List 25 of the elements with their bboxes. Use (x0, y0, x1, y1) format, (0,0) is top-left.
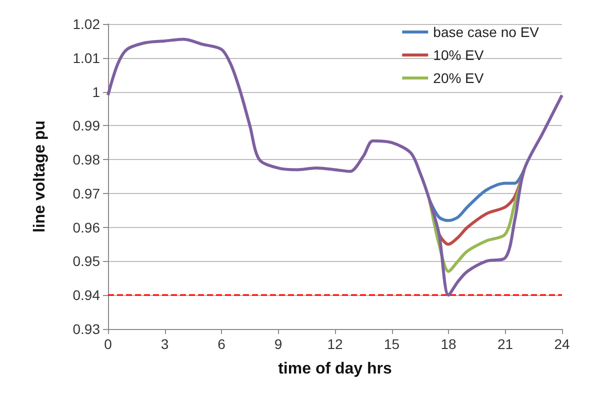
y-tick-label: 0.95 (72, 253, 100, 270)
x-tick-label: 9 (274, 336, 282, 352)
legend-label: base case no EV (433, 24, 540, 40)
y-tick-label: 0.96 (72, 219, 100, 236)
legend-label: 20% EV (433, 70, 484, 86)
y-tick-label: 0.98 (72, 152, 100, 168)
y-tick-label: 1 (92, 84, 100, 100)
y-tick-label: 1.01 (72, 50, 100, 66)
x-tick-label: 12 (327, 336, 343, 352)
x-tick-label: 3 (160, 336, 169, 352)
x-axis-title: time of day hrs (278, 360, 392, 378)
y-tick-label: 1.02 (72, 16, 100, 32)
y-tick-label: 0.97 (72, 185, 100, 202)
x-tick-label: 21 (497, 336, 514, 352)
y-tick-label: 0.94 (72, 287, 100, 304)
y-tick-label: 0.93 (72, 321, 100, 337)
y-tick-label: 0.99 (72, 118, 100, 134)
line-series (106, 38, 564, 297)
x-tick-label: 24 (554, 336, 570, 352)
x-tick-label: 18 (440, 336, 456, 352)
y-axis-title: line voltage pu (32, 120, 48, 233)
x-tick-label: 0 (104, 336, 112, 352)
x-tick-label: 6 (218, 336, 226, 352)
legend-label: 10% EV (433, 47, 484, 63)
x-tick-label: 15 (384, 336, 400, 352)
